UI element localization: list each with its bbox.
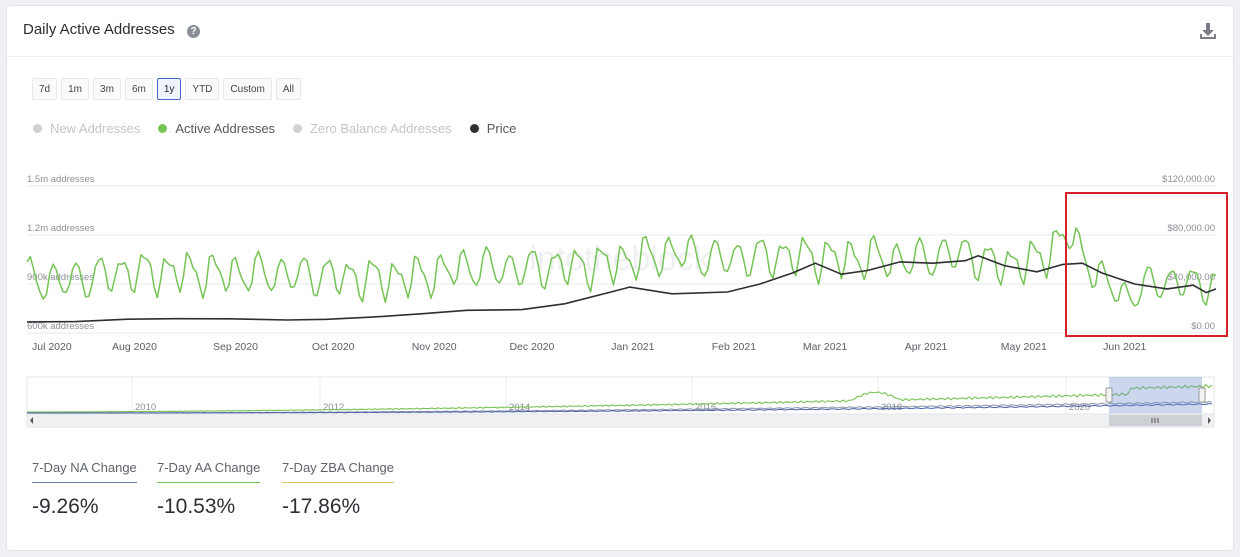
navigator-tick-label: 2016 (695, 402, 716, 413)
scrollbar-track (26, 413, 1215, 428)
legend-item-price[interactable]: Price (469, 121, 517, 136)
legend-dot (469, 124, 479, 133)
chart-card: Daily Active Addresses ? 7d 1m 3m 6m 1y … (6, 5, 1234, 551)
legend-label: Active Addresses (175, 121, 276, 136)
legend-dot (33, 124, 42, 133)
left-axis-tick-label: 1.5m addresses (27, 174, 95, 185)
navigator-line-active-addresses (27, 383, 1213, 413)
range-button-ytd[interactable]: YTD (185, 78, 220, 100)
right-axis-tick-label: $120,000.00 (1162, 174, 1215, 185)
range-selector: 7d 1m 3m 6m 1y YTD Custom All (32, 78, 301, 100)
x-axis-tick-label: Sep 2020 (213, 341, 258, 353)
legend: New Addresses Active Addresses Zero Bala… (33, 121, 516, 136)
scroll-left-arrow-icon (30, 417, 33, 424)
navigator-handle (1198, 387, 1206, 403)
x-axis-tick-label: Mar 2021 (803, 341, 848, 353)
watermark: intotheblock (529, 240, 711, 278)
legend-item-active-addresses[interactable]: Active Addresses (158, 121, 275, 136)
right-axis-tick-label: $40,000.00 (1167, 272, 1215, 283)
range-button-custom[interactable]: Custom (223, 78, 272, 100)
x-axis-tick-label: Jan 2021 (611, 341, 654, 353)
legend-item-new-addresses[interactable]: New Addresses (33, 121, 140, 136)
page-title: Daily Active Addresses (23, 21, 175, 38)
legend-label: Price (486, 121, 517, 136)
x-axis-tick-label: Jul 2020 (32, 341, 72, 353)
legend-dot (293, 124, 303, 133)
x-axis-tick-label: Aug 2020 (112, 341, 157, 353)
legend-dot (158, 124, 168, 133)
stat-value: -10.53% (157, 495, 236, 518)
x-axis-tick-label: Feb 2021 (712, 341, 757, 353)
scroll-right-arrow-icon (1208, 417, 1211, 424)
stat-zba-change: 7-Day ZBA Change -17.86% (282, 460, 395, 519)
stat-label: 7-Day ZBA Change (282, 460, 395, 483)
range-button-6m[interactable]: 6m (124, 78, 153, 100)
navigator-frame (26, 376, 1215, 415)
navigator-tick-label: 2010 (135, 402, 156, 413)
range-button-1m[interactable]: 1m (61, 78, 90, 100)
download-icon[interactable] (1199, 22, 1217, 40)
navigator-tick-label: 2020 (1069, 402, 1090, 413)
right-axis-tick-label: $80,000.00 (1167, 223, 1215, 234)
legend-label: Zero Balance Addresses (310, 121, 452, 136)
navigator-tick-label: 2012 (323, 402, 344, 413)
navigator-line-zero-balance (27, 402, 1213, 414)
question-circle-icon[interactable]: ? (187, 25, 200, 38)
range-button-1y[interactable]: 1y (156, 78, 182, 100)
left-axis-tick-label: 900k addresses (27, 272, 94, 283)
x-axis-tick-label: Nov 2020 (412, 341, 457, 353)
highlight-box (1065, 192, 1228, 337)
card-header: Daily Active Addresses ? (7, 6, 1233, 57)
stat-na-change: 7-Day NA Change -9.26% (32, 460, 137, 519)
stat-label: 7-Day AA Change (157, 460, 261, 483)
x-axis-tick-label: Oct 2020 (312, 341, 355, 353)
stat-aa-change: 7-Day AA Change -10.53% (157, 460, 261, 519)
legend-label: New Addresses (50, 121, 141, 136)
navigator-selection (1109, 377, 1202, 414)
stat-value: -17.86% (282, 495, 361, 518)
x-axis-tick-label: Apr 2021 (905, 341, 948, 353)
navigator-handle (1105, 387, 1113, 403)
series-line-active-addresses (26, 227, 1217, 307)
range-button-3m[interactable]: 3m (93, 78, 121, 100)
stat-value: -9.26% (32, 495, 99, 518)
legend-item-zero-balance-addresses[interactable]: Zero Balance Addresses (293, 121, 452, 136)
range-button-7d[interactable]: 7d (32, 78, 58, 100)
x-axis-tick-label: Dec 2020 (509, 341, 554, 353)
stat-label: 7-Day NA Change (32, 460, 137, 483)
left-axis-tick-label: 600k addresses (27, 321, 94, 332)
x-axis-tick-label: Jun 2021 (1103, 341, 1146, 353)
right-axis-tick-label: $0.00 (1191, 321, 1215, 332)
x-axis-tick-label: May 2021 (1001, 341, 1047, 353)
range-button-all[interactable]: All (275, 78, 301, 100)
series-line-price (26, 255, 1217, 323)
left-axis-tick-label: 1.2m addresses (27, 223, 95, 234)
